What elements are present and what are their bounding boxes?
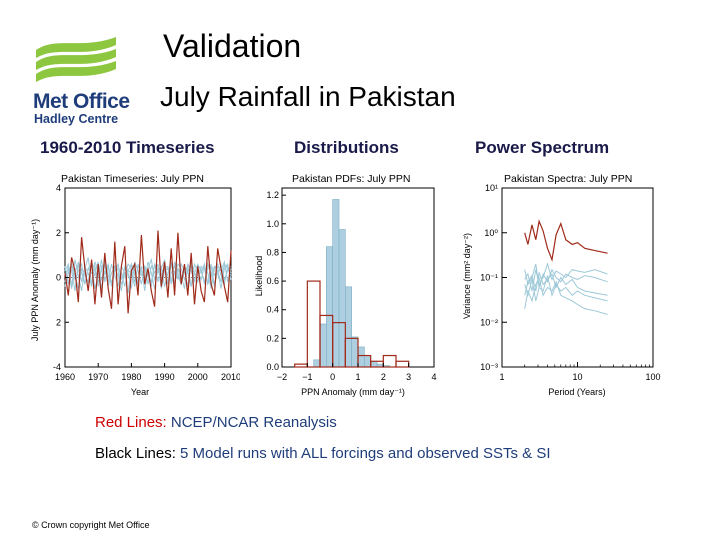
observed-histogram-bar: [306, 280, 321, 368]
copyright-footer: © Crown copyright Met Office: [32, 520, 150, 530]
page-subtitle: July Rainfall in Pakistan: [160, 81, 456, 112]
model-histogram-bar: [345, 286, 352, 368]
tick-label: 1970: [88, 372, 108, 382]
y-axis-label: Likelihood: [254, 256, 264, 297]
observed-histogram-bar: [294, 363, 308, 368]
model-histogram-bar: [338, 229, 346, 368]
observed-histogram-bar: [395, 360, 410, 368]
tick-label: 10⁻²: [480, 317, 498, 327]
tick-label: 10¹: [485, 183, 498, 193]
model-spectrum-line: [524, 275, 608, 302]
tick-label: 2000: [188, 372, 208, 382]
y-axis-label: July PPN Anomaly (mm day⁻¹): [30, 219, 40, 341]
observed-spectrum-line: [524, 219, 608, 262]
model-spectrum-line: [524, 263, 608, 288]
tick-label: 4: [56, 183, 61, 193]
tick-label: −2: [277, 372, 287, 382]
tick-label: 10: [572, 372, 582, 382]
model-series-line: [64, 259, 232, 292]
legend-red-label: Red Lines:: [95, 414, 167, 431]
tick-label: 0: [56, 273, 61, 283]
tick-label: 2010: [221, 372, 240, 382]
legend-black-label: Black Lines:: [95, 445, 176, 462]
tick-label: 0.8: [266, 247, 279, 257]
tick-label: 2: [56, 317, 61, 327]
tick-label: 100: [645, 372, 660, 382]
y-axis-label: Variance (mm² day⁻²): [462, 233, 472, 319]
model-histogram-bar: [364, 355, 371, 368]
model-spectrum-line: [524, 262, 608, 292]
tick-label: 1.2: [266, 190, 279, 200]
x-axis-label: Period (Years): [548, 387, 605, 397]
tick-label: 10⁻¹: [480, 273, 498, 283]
distributions-heading: Distributions: [294, 138, 399, 157]
tick-label: 1: [499, 372, 504, 382]
legend-red-text: NCEP/NCAR Reanalysis: [170, 414, 337, 431]
chart-title: Pakistan Timeseries: July PPN: [61, 173, 204, 185]
timeseries-chart: Pakistan Timeseries: July PPN July PPN A…: [25, 168, 241, 398]
brand-subname: Hadley Centre: [34, 112, 119, 126]
chart-title: Pakistan Spectra: July PPN: [504, 173, 632, 185]
tick-label: 1980: [121, 372, 141, 382]
legend-red: Red Lines: NCEP/NCAR Reanalysis: [95, 414, 337, 431]
tick-label: 0.0: [266, 362, 279, 372]
model-histogram-bar: [313, 359, 321, 368]
observed-histogram-bar: [344, 337, 359, 368]
tick-label: -4: [53, 362, 61, 372]
tick-label: 4: [431, 372, 436, 382]
tick-label: 1960: [55, 372, 75, 382]
legend-black: Black Lines: 5 Model runs with ALL forci…: [95, 445, 551, 462]
x-axis-label: PPN Anomaly (mm day⁻¹): [301, 387, 405, 397]
tick-label: 0.2: [266, 333, 279, 343]
spectrum-chart: Pakistan Spectra: July PPN Variance (mm²…: [457, 168, 667, 398]
tick-label: 1990: [155, 372, 175, 382]
tick-label: 10⁰: [484, 228, 498, 238]
timeseries-heading: 1960-2010 Timeseries: [40, 138, 215, 157]
chart-title: Pakistan PDFs: July PPN: [292, 173, 410, 185]
model-spectrum-line: [524, 272, 608, 296]
model-histogram-bar: [319, 323, 327, 368]
tick-label: 1.0: [266, 219, 279, 229]
tick-label: 10⁻³: [480, 362, 498, 372]
page-title: Validation: [163, 28, 302, 64]
met-office-wave-logo-icon: [36, 37, 116, 82]
model-histogram-bar: [351, 336, 359, 368]
model-histogram-bar: [332, 199, 340, 368]
tick-label: 2: [56, 228, 61, 238]
pdf-chart: Pakistan PDFs: July PPN Likelihood PPN A…: [248, 168, 448, 398]
observed-series-line: [64, 230, 232, 314]
tick-label: 0.4: [266, 305, 279, 315]
tick-label: 2: [381, 372, 386, 382]
model-histogram-bar: [370, 360, 378, 368]
tick-label: 3: [406, 372, 411, 382]
brand-name: Met Office: [33, 90, 130, 113]
model-histogram-bar: [326, 246, 333, 368]
tick-label: 0.6: [266, 276, 279, 286]
tick-label: 0: [330, 372, 335, 382]
tick-label: −1: [302, 372, 312, 382]
x-axis-label: Year: [131, 387, 149, 397]
plot-frame: [501, 187, 654, 368]
spectrum-heading: Power Spectrum: [475, 138, 610, 157]
legend-black-text: 5 Model runs with ALL forcings and obser…: [180, 445, 551, 462]
tick-label: 1: [355, 372, 360, 382]
model-histogram-bar: [357, 346, 365, 368]
